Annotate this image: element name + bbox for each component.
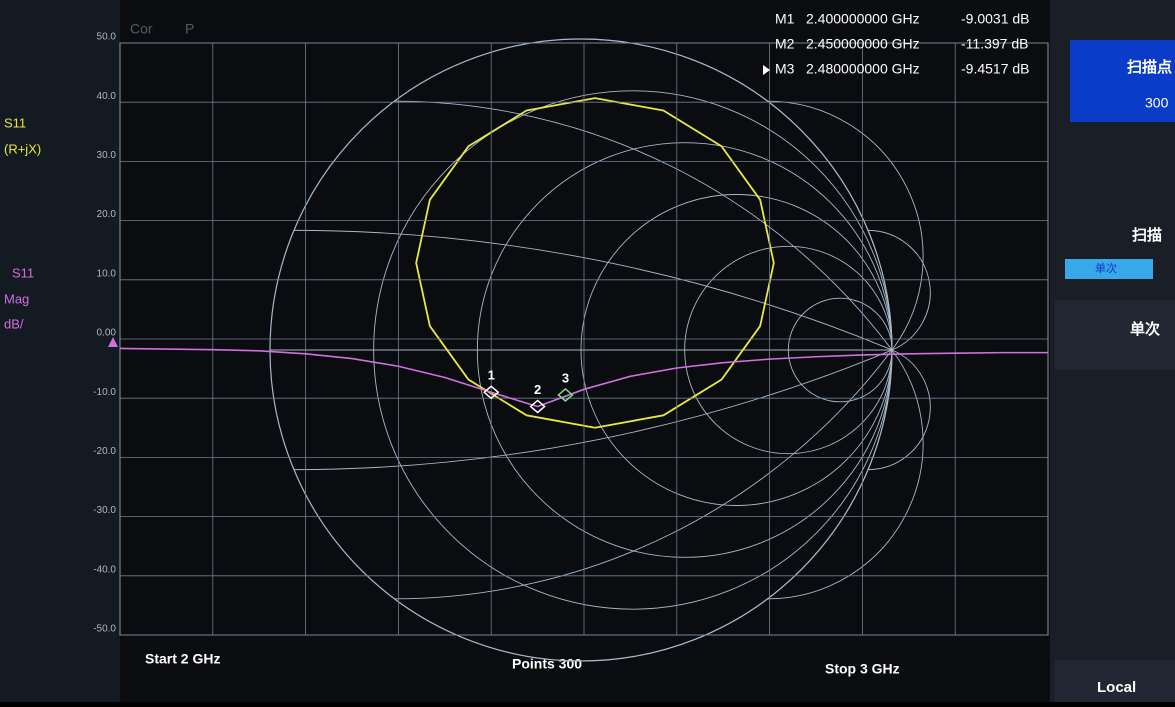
y-tick-label: -30.0 [93,505,116,516]
softkey-sweep-points-value[interactable]: 300 [1145,95,1169,111]
y-tick-label: -50.0 [93,624,116,635]
marker-frequency: 2.450000000 GHz [806,36,920,52]
marker-name: M3 [775,61,795,77]
stop-label: Stop 3 GHz [825,661,900,677]
softkey-single[interactable]: 单次 [1130,320,1160,338]
y-tick-label: -20.0 [93,446,116,457]
marker-value: -9.4517 dB [961,61,1030,77]
y-tick-label: 40.0 [97,91,117,102]
y-tick-label: 0.00 [97,328,117,339]
trace1-label: S11 [4,115,26,130]
trace1-format: (R+jX) [4,141,41,156]
y-tick-label: 10.0 [97,268,117,279]
marker-tag: 3 [562,370,569,385]
y-tick-label: 20.0 [97,209,117,220]
trace2-label: S11 [12,265,34,280]
marker-frequency: 2.480000000 GHz [806,61,920,77]
marker-value: -9.0031 dB [961,11,1030,27]
softkey-single-tag: 单次 [1095,261,1117,275]
points-label: Points 300 [512,656,582,672]
y-tick-label: 30.0 [97,150,117,161]
marker-tag: 2 [534,382,541,397]
marker-name: M1 [775,11,795,27]
marker-frequency: 2.400000000 GHz [806,11,920,27]
start-label: Start 2 GHz [145,651,220,667]
softkey-sweep[interactable]: 扫描 [1132,226,1162,244]
trace2-scale: dB/ [4,316,24,331]
softkey-local[interactable]: Local [1097,679,1136,696]
softkey-sweep-points[interactable]: 扫描点 [1127,58,1172,76]
y-tick-label: -40.0 [93,564,116,575]
background [0,0,1175,702]
marker-value: -11.397 dB [961,36,1028,52]
marker-name: M2 [775,36,795,52]
screen: Cor P S11 (R+jX) S11 Mag dB/ Start 2 GHz… [0,0,1175,702]
cor-label: Cor [130,21,153,37]
y-tick-label: -10.0 [93,387,116,398]
y-tick-label: 50.0 [97,32,117,43]
p-label: P [185,21,194,37]
marker-tag: 1 [488,368,495,383]
trace2-format: Mag [4,291,29,306]
left-panel [0,0,120,702]
